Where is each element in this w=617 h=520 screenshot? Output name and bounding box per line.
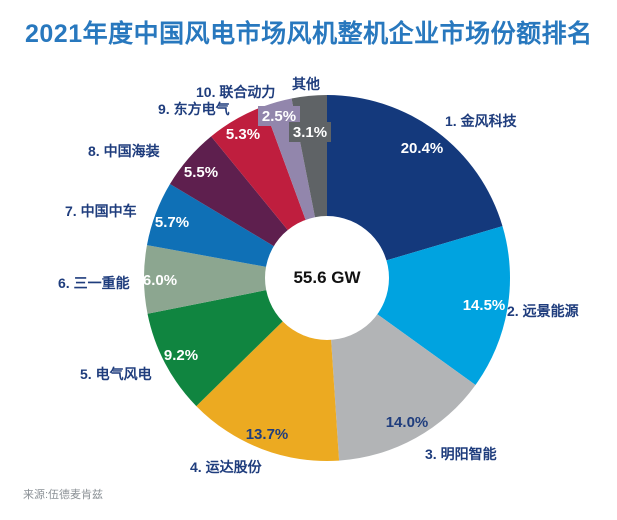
name-label-4: 4. 运达股份 (190, 459, 263, 475)
pct-label-5: 9.2% (164, 347, 198, 364)
pct-chip-other (289, 122, 331, 142)
name-label-7: 7. 中国中车 (65, 203, 137, 219)
pct-label-10: 2.5% (262, 108, 296, 125)
pie-slice-1 (327, 95, 503, 278)
source-note: 来源:伍德麦肯兹 (23, 489, 104, 501)
name-label-5: 5. 电气风电 (80, 366, 152, 382)
pct-label-7: 5.7% (155, 214, 189, 231)
pct-label-6: 6.0% (143, 272, 177, 289)
pct-label-other: 3.1% (293, 124, 327, 141)
center-total-label: 55.6 GW (293, 268, 361, 287)
pct-label-3: 14.0% (386, 414, 429, 431)
name-label-6: 6. 三一重能 (58, 275, 130, 291)
pct-label-4: 13.7% (246, 426, 289, 443)
name-label-2: 2. 远景能源 (507, 303, 579, 319)
name-label-3: 3. 明阳智能 (425, 446, 497, 462)
name-label-9: 9. 东方电气 (158, 101, 230, 117)
name-label-other: 其他 (292, 76, 320, 92)
pie-slice-6 (143, 245, 327, 314)
pct-label-1: 20.4% (401, 140, 444, 157)
page-title: 2021年度中国风电市场风机整机企业市场份额排名 (25, 20, 593, 48)
pct-label-2: 14.5% (463, 297, 506, 314)
pct-label-9: 5.3% (226, 126, 260, 143)
pct-label-8: 5.5% (184, 164, 218, 181)
pct-chip-10 (258, 106, 300, 126)
name-label-8: 8. 中国海装 (88, 143, 161, 159)
name-label-1: 1. 金风科技 (445, 113, 518, 129)
name-label-10: 10. 联合动力 (196, 84, 275, 100)
donut-hole (265, 216, 389, 340)
